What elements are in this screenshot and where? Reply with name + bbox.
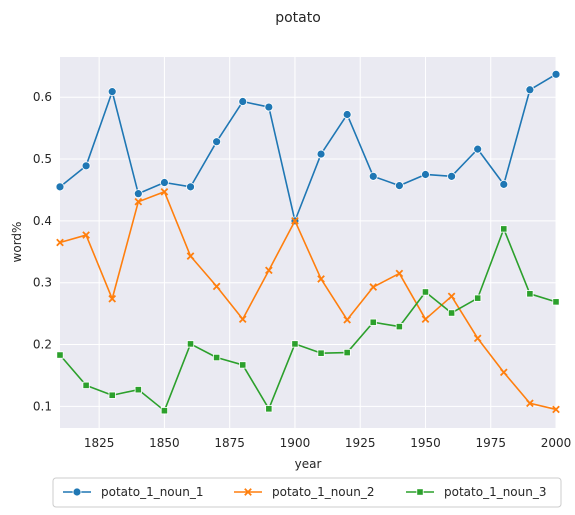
y-tick-label: 0.3 — [33, 276, 52, 290]
y-tick-label: 0.2 — [33, 338, 52, 352]
data-point — [447, 171, 456, 181]
x-tick-label: 1825 — [84, 436, 115, 450]
grid — [60, 57, 557, 428]
data-point — [265, 266, 273, 275]
data-point — [133, 189, 143, 199]
data-point — [421, 288, 430, 296]
y-tick-label: 0.4 — [33, 214, 52, 228]
data-point — [447, 309, 456, 317]
data-point — [369, 283, 378, 291]
data-point — [134, 386, 142, 394]
data-point — [474, 294, 482, 302]
legend-label: potato_1_noun_2 — [272, 485, 375, 499]
data-point — [56, 351, 64, 359]
data-point — [368, 171, 378, 181]
data-point — [265, 405, 273, 413]
data-point — [238, 97, 248, 106]
data-point — [395, 322, 403, 331]
series-3 — [56, 225, 560, 415]
data-point — [81, 161, 91, 171]
data-point — [82, 381, 90, 389]
series-2 — [56, 187, 560, 414]
series-line — [59, 73, 557, 222]
data-point — [316, 149, 326, 159]
data-point — [343, 348, 351, 357]
data-point — [56, 238, 64, 247]
data-point — [499, 368, 508, 377]
x-axis-label: year — [295, 457, 322, 471]
data-point — [213, 353, 221, 362]
x-tick-label: 1900 — [280, 436, 311, 450]
legend-marker — [244, 488, 252, 496]
data-point — [421, 170, 430, 179]
x-tick-label: 2000 — [541, 436, 572, 450]
y-tick-label: 0.5 — [33, 152, 52, 166]
data-point — [186, 340, 195, 348]
legend: potato_1_noun_1 potato_1_noun_2 potato_1_n… — [52, 477, 562, 508]
data-point — [551, 69, 561, 79]
series-group — [55, 69, 561, 415]
legend-frame — [52, 477, 562, 508]
data-point — [82, 231, 90, 239]
data-point — [160, 407, 169, 415]
data-point — [342, 110, 352, 119]
data-point — [239, 361, 247, 369]
legend-marker — [72, 487, 82, 497]
data-point — [447, 292, 456, 301]
x-tick-label: 1975 — [475, 436, 506, 450]
data-point — [291, 340, 299, 348]
data-point — [291, 217, 299, 225]
y-axis-label: word% — [10, 222, 24, 263]
legend-item-3: potato_1_noun_3 — [406, 485, 547, 499]
chart-title: potato — [275, 10, 321, 26]
data-point — [317, 275, 325, 283]
y-tick-labels: 0.1 0.2 0.3 0.4 0.5 0.6 — [33, 90, 52, 413]
data-point — [473, 334, 482, 343]
data-point — [369, 318, 377, 326]
x-tick-label: 1875 — [214, 436, 245, 450]
data-point — [421, 315, 430, 324]
data-point — [107, 87, 117, 97]
data-point — [394, 181, 404, 191]
x-tick-label: 1925 — [345, 436, 376, 450]
data-point — [212, 137, 222, 147]
legend-label: potato_1_noun_3 — [444, 485, 547, 499]
data-point — [108, 294, 117, 303]
legend-marker — [416, 488, 424, 496]
data-point — [186, 182, 195, 192]
data-point — [264, 102, 274, 112]
legend-item-2: potato_1_noun_2 — [234, 485, 375, 499]
data-point — [526, 399, 534, 408]
plot-area — [60, 57, 556, 428]
data-point — [499, 179, 509, 189]
data-point — [108, 391, 116, 399]
data-point — [552, 405, 560, 414]
data-point — [55, 182, 65, 192]
data-point — [317, 349, 325, 357]
data-point — [212, 282, 221, 291]
data-point — [526, 290, 534, 298]
data-point — [552, 298, 560, 306]
data-point — [500, 225, 508, 233]
data-point — [134, 197, 143, 206]
legend-label: potato_1_noun_1 — [101, 485, 204, 499]
series-line — [59, 190, 557, 411]
data-point — [238, 315, 247, 324]
y-tick-label: 0.6 — [33, 90, 52, 104]
data-point — [525, 85, 535, 95]
data-point — [395, 269, 404, 278]
data-point — [343, 315, 351, 324]
data-point — [473, 144, 483, 154]
data-point — [160, 187, 169, 196]
legend-item-1: potato_1_noun_1 — [63, 485, 204, 499]
y-tick-label: 0.1 — [33, 399, 52, 413]
series-1 — [55, 69, 561, 226]
x-tick-label: 1850 — [149, 436, 180, 450]
x-tick-label: 1950 — [410, 436, 441, 450]
x-tick-labels: 1825 1850 1875 1900 1925 1950 1975 2000 — [84, 436, 571, 450]
series-line — [59, 228, 557, 412]
data-point — [160, 178, 169, 187]
data-point — [186, 252, 195, 260]
